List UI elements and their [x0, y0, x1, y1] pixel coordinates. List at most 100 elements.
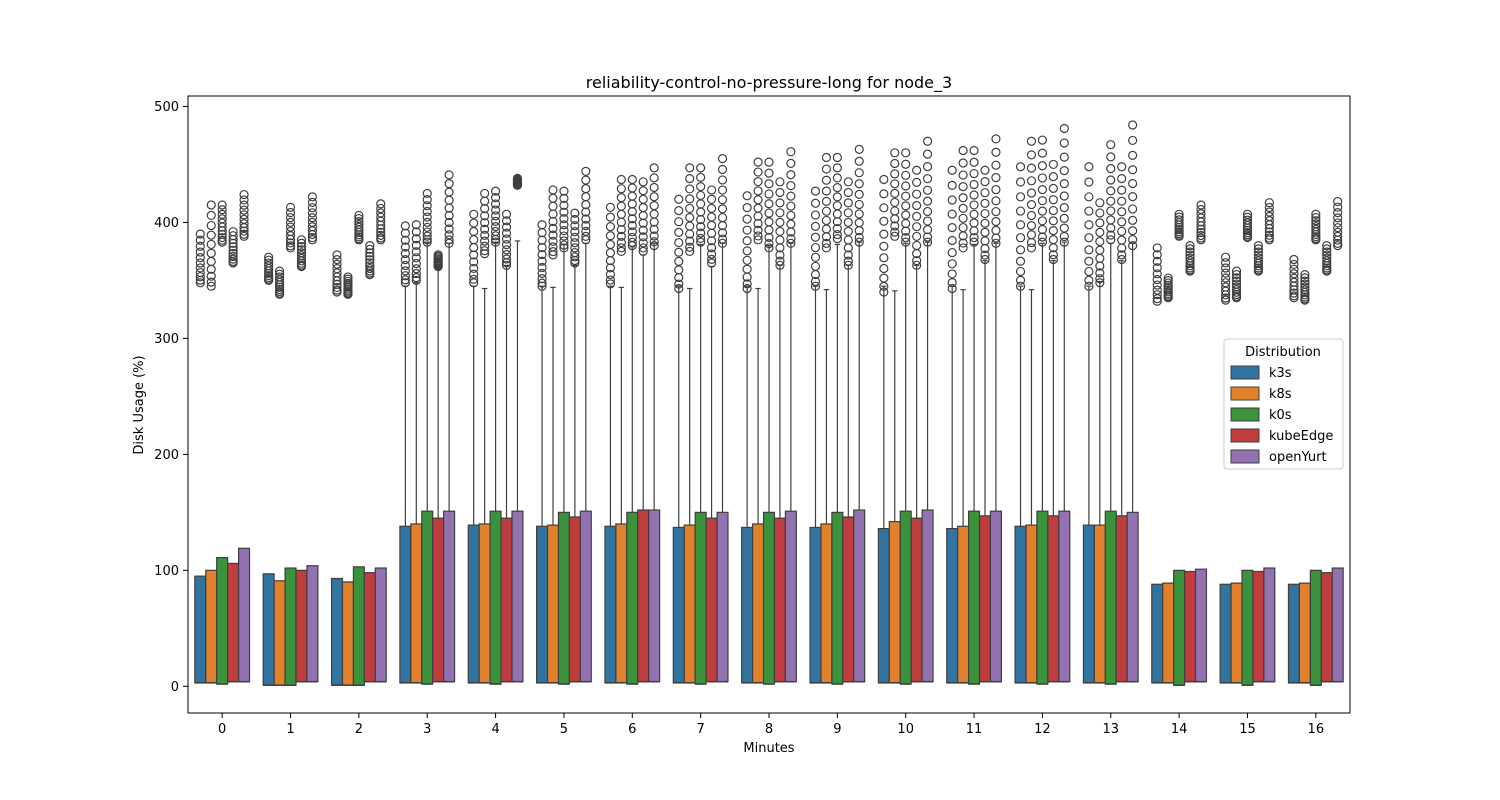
outlier-point [1128, 165, 1138, 175]
outlier-point [717, 238, 728, 248]
outlier-point [947, 277, 957, 288]
box-k0s-9 [831, 152, 844, 685]
outlier-point [332, 279, 342, 289]
box [1014, 525, 1027, 684]
outlier-point [239, 210, 249, 220]
outlier-point [674, 217, 684, 227]
box [1241, 569, 1254, 686]
outlier-point [228, 245, 238, 255]
box [352, 566, 365, 686]
outlier-point [1037, 216, 1048, 226]
outlier-point [775, 250, 785, 260]
outlier-point [581, 231, 591, 241]
outlier-point [570, 252, 580, 262]
outlier-point [400, 266, 410, 276]
outlier-point [674, 279, 684, 289]
outlier-point [1095, 245, 1105, 255]
box [820, 523, 833, 684]
box [1320, 572, 1333, 683]
outlier-point [649, 192, 659, 202]
outlier-point [649, 237, 659, 247]
outlier-point [1185, 250, 1195, 260]
outlier-point [1026, 136, 1037, 146]
outlier-point [1311, 216, 1321, 226]
outlier-point [1253, 247, 1264, 257]
outlier-point [469, 274, 479, 284]
outlier-point [810, 242, 821, 253]
outlier-point [810, 276, 821, 287]
outlier-point [1322, 244, 1332, 254]
box [773, 517, 787, 683]
outlier-point [501, 216, 512, 226]
outlier-point [570, 238, 580, 248]
outlier-point [1152, 263, 1162, 273]
outlier-point [775, 198, 785, 208]
outlier-point [559, 236, 569, 246]
outlier-point [696, 233, 706, 244]
outlier-point [1163, 280, 1173, 290]
box [877, 527, 890, 684]
outlier-point [1015, 220, 1026, 230]
outlier-point [501, 254, 512, 264]
outlier-point [1117, 254, 1127, 265]
outlier-point [1185, 253, 1195, 263]
outlier-point [901, 170, 911, 180]
outlier-point [912, 177, 922, 187]
outlier-point [1196, 204, 1206, 215]
outlier-point [1152, 256, 1162, 266]
outlier-point [901, 148, 911, 158]
outlier-point [1289, 264, 1299, 274]
outlier-point [1106, 230, 1116, 240]
outlier-point [717, 212, 728, 223]
outlier-point [307, 208, 318, 218]
outlier-point [821, 186, 832, 196]
outlier-point [947, 269, 957, 279]
box-k8s-14 [1162, 273, 1175, 684]
y-tick-label: 0 [171, 680, 179, 695]
outlier-point [879, 253, 889, 263]
outlier-point [1026, 199, 1037, 210]
outlier-point [627, 220, 637, 231]
outlier-point [1264, 216, 1274, 226]
box-openYurt-9 [853, 144, 866, 683]
outlier-point [922, 185, 933, 195]
outlier-point [775, 208, 785, 218]
box [683, 524, 696, 684]
outlier-point [217, 209, 227, 219]
outlier-point [764, 179, 774, 189]
box [443, 510, 456, 683]
outlier-point [706, 254, 717, 264]
outlier-point [444, 224, 454, 234]
outlier-point [1128, 178, 1138, 189]
outlier-point [786, 181, 796, 191]
x-tick-label: 1 [286, 722, 294, 737]
outlier-point [206, 248, 216, 258]
outlier-point [1095, 227, 1105, 237]
box-openYurt-14 [1194, 200, 1208, 683]
outlier-point [901, 181, 911, 191]
outlier-point [1128, 150, 1138, 160]
outlier-point [1048, 250, 1058, 260]
outlier-point [605, 263, 616, 273]
outlier-point [1026, 221, 1037, 231]
outlier-point [706, 243, 717, 253]
outlier-point [469, 269, 479, 279]
outlier-point [548, 230, 558, 240]
outlier-point [1253, 256, 1264, 266]
outlier-point [285, 217, 296, 227]
outlier-point [480, 224, 490, 234]
outlier-point [1311, 212, 1321, 223]
outlier-point [947, 180, 957, 190]
outlier-point [264, 258, 274, 268]
box [967, 510, 981, 685]
outlier-point [1333, 238, 1343, 249]
outlier-point [1196, 227, 1206, 238]
outlier-point [706, 194, 717, 204]
outlier-point [717, 234, 728, 244]
box-openYurt-8 [784, 147, 797, 683]
outlier-point [1264, 202, 1274, 213]
outlier-point [649, 224, 659, 234]
outlier-point [616, 193, 626, 203]
outlier-point [1026, 150, 1037, 160]
outlier-point [480, 211, 490, 221]
